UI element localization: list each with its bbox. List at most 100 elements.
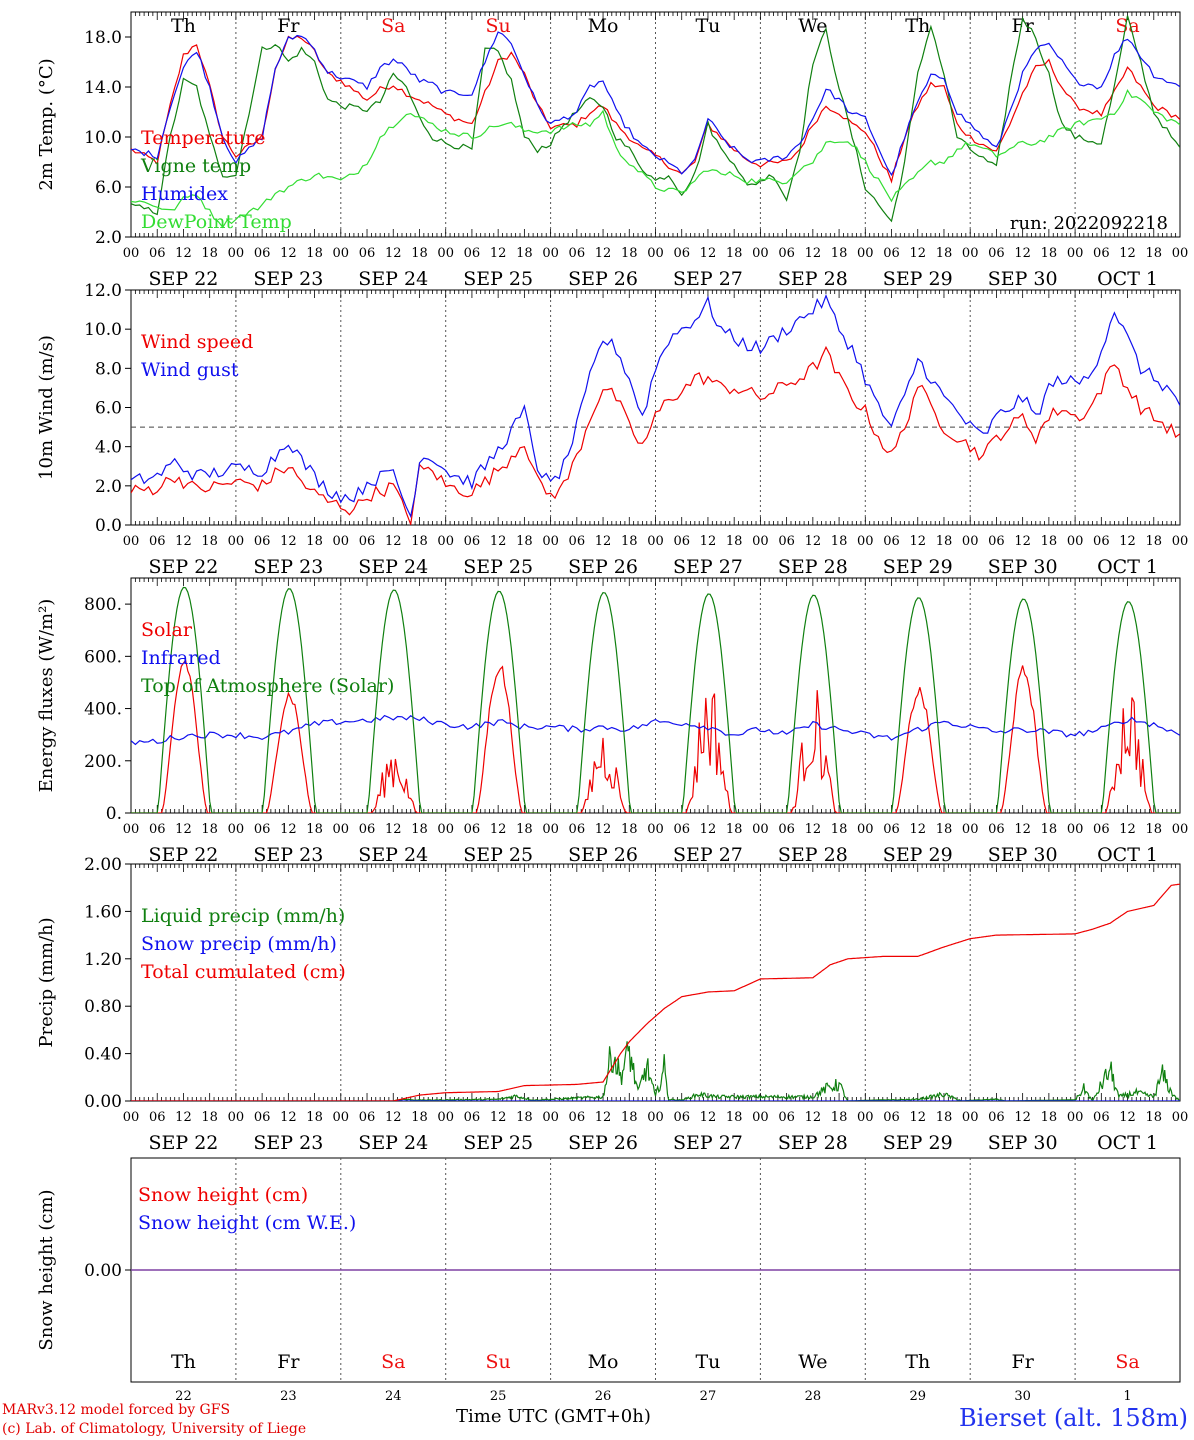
- hour-tick-label: 18: [411, 534, 428, 549]
- hour-tick-label: 06: [883, 822, 900, 837]
- hour-tick-label: 12: [1119, 534, 1136, 549]
- hour-tick-label: 18: [1041, 534, 1058, 549]
- hour-tick-label: 06: [1093, 1110, 1110, 1125]
- hour-tick-label: 00: [1172, 822, 1189, 837]
- y-tick-label: 1.20: [84, 950, 122, 970]
- hour-tick-label: 00: [228, 534, 245, 549]
- hour-tick-label: 12: [490, 1110, 507, 1125]
- date-label: SEP 25: [463, 268, 533, 290]
- hour-tick-label: 00: [962, 246, 979, 261]
- hour-tick-label: 12: [805, 822, 822, 837]
- hour-tick-label: 06: [254, 534, 271, 549]
- y-tick-label: 0.: [106, 804, 122, 824]
- date-label: OCT 1: [1097, 1132, 1158, 1154]
- y-tick-label: 800.: [84, 595, 122, 615]
- weekday-label: Su: [486, 1351, 511, 1373]
- hour-tick-label: 00: [752, 534, 769, 549]
- hour-tick-label: 06: [359, 822, 376, 837]
- date-label: SEP 30: [988, 556, 1058, 578]
- hour-tick-label: 06: [359, 246, 376, 261]
- y-tick-label: 400.: [84, 700, 122, 720]
- hour-tick-label: 18: [936, 822, 953, 837]
- hour-tick-label: 00: [333, 534, 350, 549]
- weekday-label: Th: [905, 15, 930, 37]
- legend-entry: Liquid precip (mm/h): [141, 905, 345, 927]
- hour-tick-label: 06: [254, 246, 271, 261]
- series-line-wind-speed: [131, 345, 1180, 525]
- hour-tick-label: 00: [123, 822, 140, 837]
- weekday-label: Fr: [1012, 15, 1035, 37]
- y-tick-label: 1.60: [84, 902, 122, 922]
- hour-tick-label: 00: [542, 246, 559, 261]
- y-tick-label: 0.80: [84, 997, 122, 1017]
- day-number-label: 25: [490, 1389, 507, 1404]
- date-label: SEP 25: [463, 556, 533, 578]
- hour-tick-label: 18: [411, 1110, 428, 1125]
- hour-tick-label: 00: [228, 822, 245, 837]
- day-number-label: 22: [175, 1389, 192, 1404]
- weekday-label: Fr: [277, 15, 300, 37]
- weekday-label: Tu: [695, 15, 720, 37]
- hour-tick-label: 06: [673, 822, 690, 837]
- hour-tick-label: 12: [1119, 822, 1136, 837]
- hour-tick-label: 18: [201, 246, 218, 261]
- hour-tick-label: 18: [516, 246, 533, 261]
- hour-tick-label: 18: [936, 246, 953, 261]
- hour-tick-label: 00: [962, 534, 979, 549]
- date-label: SEP 28: [778, 556, 848, 578]
- hour-tick-label: 06: [883, 1110, 900, 1125]
- hour-tick-label: 12: [805, 246, 822, 261]
- y-tick-label: 18.0: [84, 28, 122, 48]
- hour-tick-label: 12: [175, 534, 192, 549]
- day-number-label: 23: [280, 1389, 297, 1404]
- hour-tick-label: 06: [778, 534, 795, 549]
- hour-tick-label: 12: [700, 534, 717, 549]
- hour-tick-label: 12: [490, 534, 507, 549]
- hour-tick-label: 12: [595, 822, 612, 837]
- series-line-dewpoint-temp: [131, 88, 1180, 229]
- hour-tick-label: 12: [700, 822, 717, 837]
- y-axis-label: 2m Temp. (°C): [36, 58, 57, 190]
- y-tick-label: 10.0: [84, 320, 122, 340]
- weekday-label: Su: [486, 15, 511, 37]
- y-tick-label: 4.0: [95, 438, 122, 458]
- hour-tick-label: 00: [962, 822, 979, 837]
- hour-tick-label: 18: [411, 246, 428, 261]
- hour-tick-label: 06: [464, 534, 481, 549]
- legend-entry: Vigne temp: [140, 155, 251, 177]
- date-label: SEP 30: [988, 1132, 1058, 1154]
- hour-tick-label: 00: [542, 822, 559, 837]
- date-label: SEP 29: [883, 1132, 953, 1154]
- y-axis-label: Energy fluxes (W/m²): [36, 599, 57, 793]
- legend-entry: Snow height (cm): [138, 1184, 308, 1206]
- hour-tick-label: 18: [621, 822, 638, 837]
- series-layer: [131, 586, 1180, 813]
- run-label: run: 2022092218: [1010, 213, 1168, 234]
- date-label: SEP 29: [883, 268, 953, 290]
- hour-tick-label: 12: [280, 534, 297, 549]
- hour-tick-label: 18: [1146, 246, 1163, 261]
- hour-tick-label: 00: [333, 1110, 350, 1125]
- series-line-wind-gust: [131, 293, 1180, 519]
- hour-tick-label: 00: [1172, 534, 1189, 549]
- y-tick-label: 6.0: [95, 178, 122, 198]
- hour-tick-label: 18: [1146, 534, 1163, 549]
- y-tick-label: 0.00: [84, 1261, 122, 1281]
- weekday-label: Th: [171, 1351, 196, 1373]
- hour-tick-label: 12: [175, 1110, 192, 1125]
- date-label: SEP 24: [358, 1132, 428, 1154]
- series-layer: [131, 883, 1180, 1101]
- hour-tick-label: 06: [988, 534, 1005, 549]
- station-label: Bierset (alt. 158m): [959, 1404, 1188, 1432]
- series-line-infrared: [131, 714, 1180, 746]
- hour-tick-label: 12: [700, 246, 717, 261]
- hour-tick-label: 18: [1146, 822, 1163, 837]
- hour-tick-label: 18: [306, 534, 323, 549]
- hour-tick-label: 00: [437, 822, 454, 837]
- hour-tick-label: 06: [988, 1110, 1005, 1125]
- series-layer: [131, 15, 1180, 229]
- legend-entry: Wind speed: [141, 331, 253, 353]
- date-label: SEP 26: [568, 556, 638, 578]
- hour-tick-label: 12: [595, 534, 612, 549]
- hour-tick-label: 12: [805, 1110, 822, 1125]
